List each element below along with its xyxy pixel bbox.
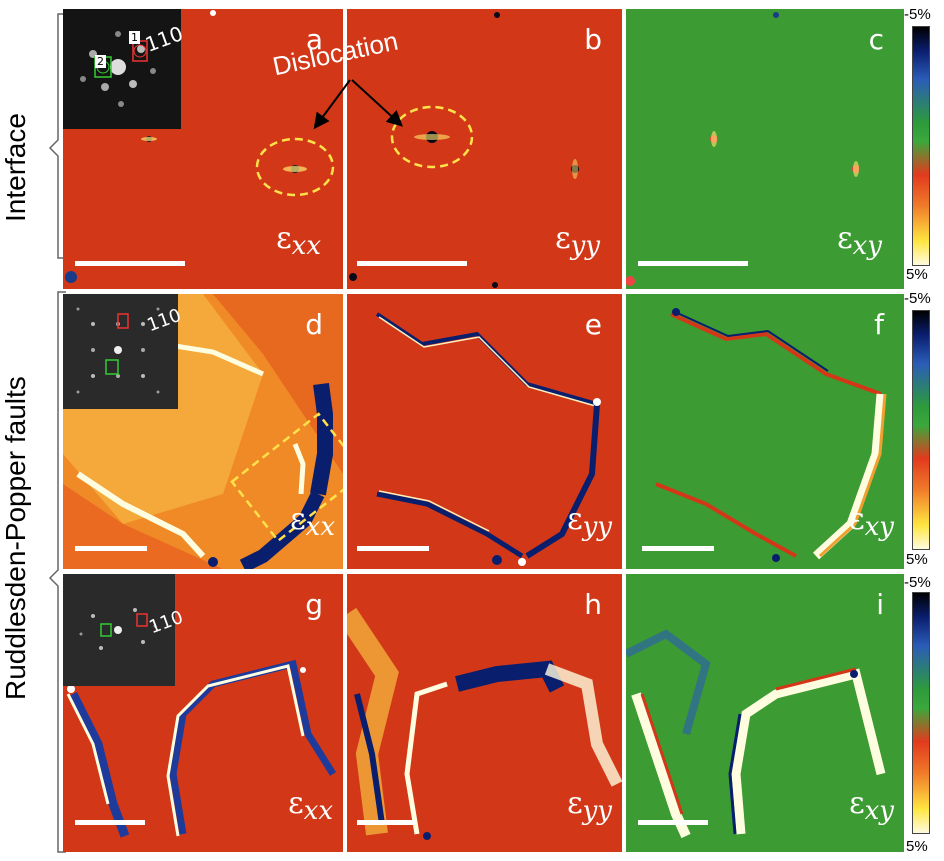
strain-label-g: εxx [288, 786, 333, 826]
fft-inset-a: 1 2 [63, 9, 181, 129]
colorbar-row2-max: 5% [906, 551, 928, 568]
panel-label-e: e [584, 308, 602, 341]
panel-e: e εyy [347, 294, 622, 569]
strain-label-e: εyy [567, 502, 612, 542]
panel-label-a: a [305, 23, 323, 56]
panel-f: f εxy [626, 294, 904, 569]
scale-bar-f [642, 546, 714, 551]
fft-pattern-d [63, 294, 178, 409]
colorbar-row3-max: 5% [906, 838, 928, 855]
dislocation-arrows [313, 79, 403, 130]
inset-spot-2-label: 2 [95, 55, 106, 68]
rp-fault-map-e [375, 312, 601, 566]
panel-label-h: h [584, 588, 602, 621]
rp-fault-map-f [655, 308, 887, 562]
fft-inset-d [63, 294, 178, 409]
colorbar-row1 [912, 26, 930, 266]
rp-fault-map-i [626, 629, 886, 839]
panel-label-c: c [868, 23, 884, 56]
colorbar-row3-min: -5% [904, 574, 931, 591]
strain-label-i: εxy [849, 786, 894, 826]
panel-label-f: f [874, 308, 884, 341]
panel-b: b εyy [347, 9, 622, 289]
colorbar-row2-min: -5% [904, 290, 931, 307]
panel-a: 1 2 110 a εxx [63, 9, 343, 289]
strain-label-c: εxy [837, 221, 882, 261]
scale-bar-e [357, 546, 429, 551]
panel-h: h εyy [347, 574, 622, 852]
dislocation-marks-c [626, 12, 860, 286]
fft-pattern-a [63, 9, 181, 129]
dislocation-marks-a [65, 10, 335, 283]
scale-bar-a [75, 261, 185, 266]
rp-fault-map-g [66, 659, 336, 838]
panel-d: 110 d εxx [63, 294, 343, 569]
strain-label-h: εyy [567, 786, 612, 826]
row-brackets [48, 13, 66, 853]
scale-bar-g [75, 820, 145, 825]
panel-c: c εxy [626, 9, 904, 289]
dislocation-marks-b [349, 12, 579, 288]
strain-label-d: εxx [290, 502, 335, 542]
rp-fault-map-h [347, 607, 622, 840]
strain-label-b: εyy [555, 221, 600, 261]
fft-inset-g [63, 574, 175, 686]
panel-g: 110 g εxx [63, 574, 343, 852]
colorbar-row3 [912, 592, 930, 834]
panel-label-b: b [584, 23, 602, 56]
scale-bar-i [638, 820, 708, 825]
fft-pattern-g [63, 574, 175, 686]
colorbar-row1-min: -5% [904, 6, 931, 23]
scale-bar-h [357, 820, 415, 825]
strain-label-a: εxx [276, 221, 321, 261]
panel-i: i εxy [626, 574, 904, 852]
panel-label-i: i [876, 588, 884, 621]
colorbar-row2 [912, 310, 930, 550]
scale-bar-b [357, 261, 467, 266]
strain-label-f: εxy [849, 502, 894, 542]
inset-spot-1-label: 1 [129, 31, 140, 44]
panel-label-g: g [305, 588, 323, 621]
colorbar-row1-max: 5% [906, 266, 928, 283]
scale-bar-c [638, 261, 748, 266]
scale-bar-d [75, 546, 147, 551]
panel-label-d: d [305, 308, 323, 341]
